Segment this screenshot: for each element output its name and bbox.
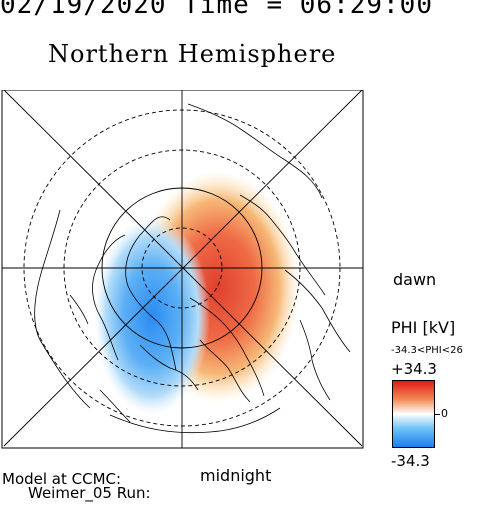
colorbar-zero-label: 0 (441, 407, 448, 420)
colorbar-zero-tick (435, 414, 440, 415)
coastlines (34, 103, 351, 434)
colorbar-range-text: -34.3<PHI<26 (391, 345, 463, 356)
model-label: Model at CCMC: (2, 470, 122, 488)
timestamp-title: 02/19/2020 Time = 06:29:00 (0, 0, 433, 20)
colorbar (392, 380, 435, 448)
colorbar-max-label: +34.3 (391, 360, 437, 378)
negative-potential-cell (94, 216, 210, 416)
model-run-label: Weimer_05 Run: (28, 484, 151, 502)
midnight-label: midnight (200, 466, 272, 485)
polar-map (1, 90, 364, 449)
hemisphere-title: Northern Hemisphere (48, 40, 337, 68)
dawn-label: dawn (393, 270, 437, 289)
meridian-lines (2, 90, 363, 448)
colorbar-title: PHI [kV] (391, 318, 456, 337)
colorbar-min-label: -34.3 (391, 452, 430, 470)
